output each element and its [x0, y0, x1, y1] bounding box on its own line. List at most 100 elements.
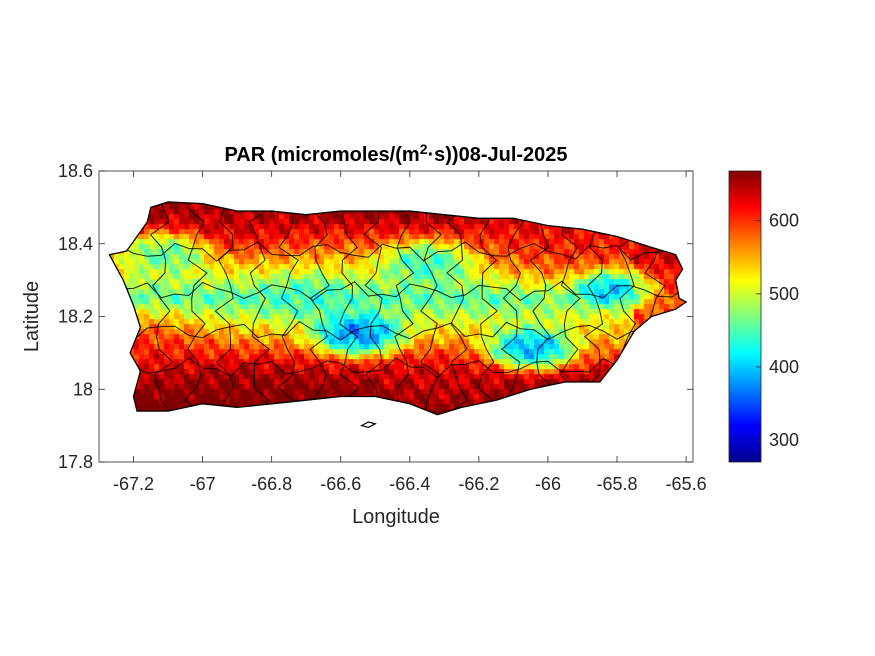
heat-cell — [199, 324, 205, 330]
heat-cell — [534, 269, 540, 275]
heat-cell — [589, 364, 595, 370]
heat-cell — [204, 379, 210, 385]
heat-cell — [334, 299, 340, 305]
heat-cell — [179, 314, 185, 320]
heat-cell — [444, 324, 450, 330]
heat-cell — [479, 329, 485, 335]
heat-cell — [359, 224, 365, 230]
heat-cell — [219, 384, 225, 390]
heat-cell — [139, 249, 145, 255]
heat-cell — [454, 394, 460, 400]
heat-cell — [474, 364, 480, 370]
heat-cell — [304, 314, 310, 320]
heat-cell — [554, 239, 560, 245]
heat-cell — [294, 329, 300, 335]
heat-cell — [229, 334, 235, 340]
heat-cell — [439, 379, 445, 385]
heat-cell — [394, 209, 400, 215]
heat-cell — [189, 319, 195, 325]
heat-cell — [169, 224, 175, 230]
heat-cell — [539, 229, 545, 235]
heat-cell — [359, 294, 365, 300]
heat-cell — [389, 329, 395, 335]
heat-cell — [394, 294, 400, 300]
heat-cell — [499, 269, 505, 275]
heat-cell — [139, 314, 145, 320]
heat-cell — [344, 269, 350, 275]
heat-cell — [369, 294, 375, 300]
heat-cell — [234, 269, 240, 275]
heat-cell — [329, 334, 335, 340]
heat-cell — [489, 339, 495, 345]
heat-cell — [564, 349, 570, 355]
heat-cell — [439, 369, 445, 375]
heat-cell — [209, 209, 215, 215]
heat-cell — [259, 259, 265, 265]
heat-cell — [629, 324, 635, 330]
heat-cell — [134, 274, 140, 280]
heat-cell — [169, 214, 175, 220]
heat-cell — [259, 364, 265, 370]
heat-cell — [364, 259, 370, 265]
heat-cell — [389, 319, 395, 325]
heat-cell — [169, 289, 175, 295]
heat-cell — [399, 319, 405, 325]
heat-cell — [579, 324, 585, 330]
heat-cell — [139, 274, 145, 280]
heat-cell — [454, 249, 460, 255]
heat-cell — [599, 349, 605, 355]
heat-cell — [189, 314, 195, 320]
heat-cell — [164, 259, 170, 265]
heat-cell — [519, 384, 525, 390]
heat-cell — [429, 244, 435, 250]
heat-cell — [459, 269, 465, 275]
heat-cell — [524, 339, 530, 345]
heat-cell — [549, 229, 555, 235]
heat-cell — [389, 369, 395, 375]
title-main: PAR (micromoles/(m — [224, 144, 419, 166]
heat-cell — [419, 289, 425, 295]
heat-cell — [464, 249, 470, 255]
heat-cell — [269, 329, 275, 335]
heat-cell — [569, 259, 575, 265]
heat-cell — [289, 264, 295, 270]
heat-cell — [579, 259, 585, 265]
heat-cell — [169, 319, 175, 325]
heat-cell — [244, 269, 250, 275]
heat-cell — [489, 234, 495, 240]
heat-cell — [584, 269, 590, 275]
heat-cell — [239, 359, 245, 365]
heat-cell — [484, 379, 490, 385]
heat-cell — [484, 279, 490, 285]
heat-cell — [304, 254, 310, 260]
heat-cell — [324, 349, 330, 355]
heat-cell — [479, 279, 485, 285]
heat-cell — [354, 214, 360, 220]
heat-cell — [199, 214, 205, 220]
heat-cell — [174, 229, 180, 235]
heat-cell — [404, 314, 410, 320]
heat-cell — [229, 354, 235, 360]
heat-cell — [289, 394, 295, 400]
heat-cell — [374, 379, 380, 385]
heat-cell — [494, 289, 500, 295]
heat-cell — [539, 344, 545, 350]
heat-cell — [329, 344, 335, 350]
heat-cell — [214, 269, 220, 275]
heat-cell — [299, 364, 305, 370]
heat-cell — [324, 244, 330, 250]
heat-cell — [134, 259, 140, 265]
heat-cell — [264, 219, 270, 225]
heat-cell — [234, 369, 240, 375]
heat-cell — [319, 344, 325, 350]
heat-cell — [579, 334, 585, 340]
heat-cell — [144, 304, 150, 310]
heat-cell — [144, 359, 150, 365]
heat-cell — [224, 299, 230, 305]
heat-cell — [239, 209, 245, 215]
heat-cell — [374, 294, 380, 300]
heat-cell — [469, 394, 475, 400]
heat-cell — [319, 289, 325, 295]
heat-cell — [444, 244, 450, 250]
heat-cell — [569, 244, 575, 250]
